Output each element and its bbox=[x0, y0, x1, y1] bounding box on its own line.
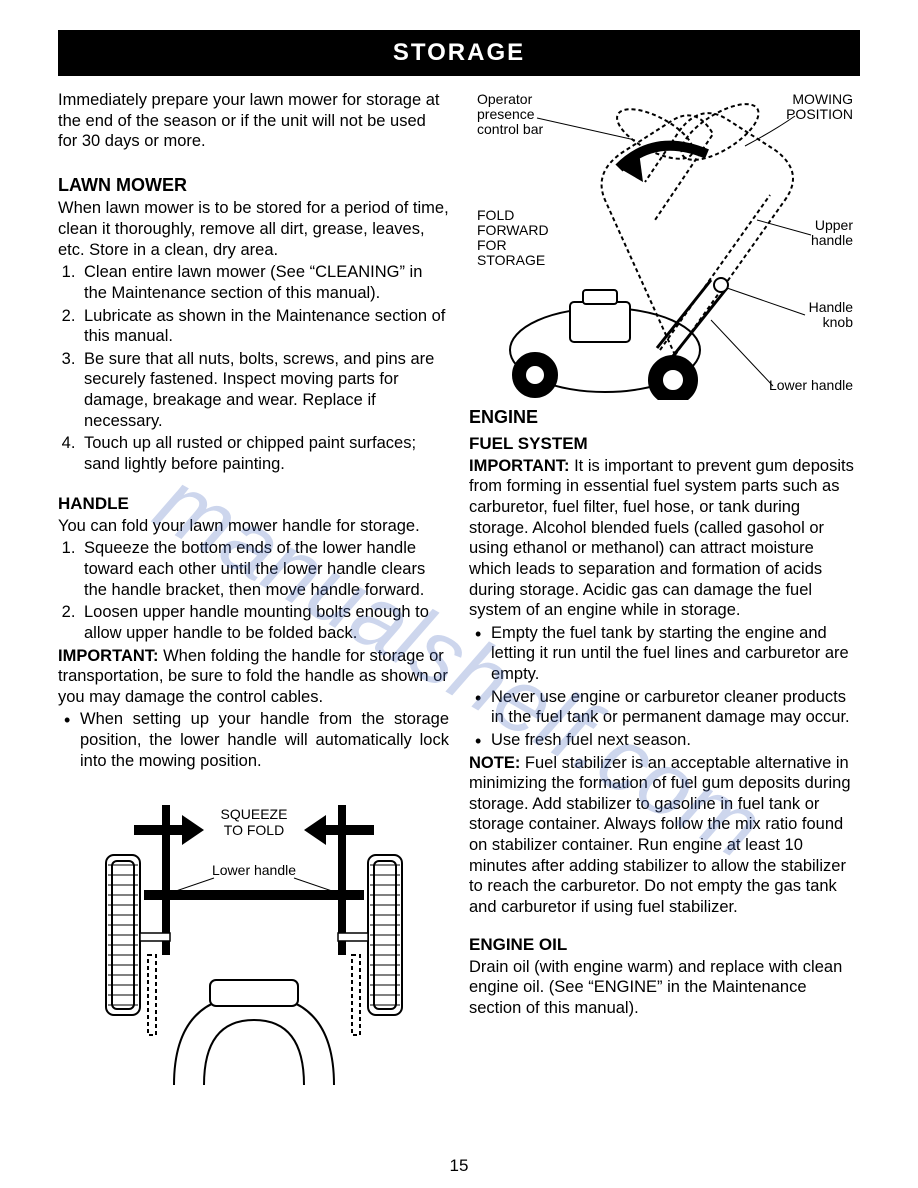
important-label: IMPORTANT: bbox=[469, 457, 570, 475]
handle-important: IMPORTANT: When folding the handle for s… bbox=[58, 646, 449, 708]
fuel-bullets: Empty the fuel tank by starting the engi… bbox=[469, 623, 860, 751]
engine-section: ENGINE FUEL SYSTEM IMPORTANT: It is impo… bbox=[469, 406, 860, 1019]
lower-handle-bar bbox=[144, 890, 364, 900]
fold-forward-label: FOLDFORWARDFORSTORAGE bbox=[477, 207, 549, 268]
fuel-bullet: Empty the fuel tank by starting the engi… bbox=[469, 623, 860, 685]
fuel-bullet: Never use engine or carburetor cleaner p… bbox=[469, 687, 860, 728]
fuel-important-body: It is important to prevent gum deposits … bbox=[469, 457, 854, 619]
squeeze-label: SQUEEZETO FOLD bbox=[220, 806, 287, 838]
handle-bullets: When setting up your handle from the sto… bbox=[58, 709, 449, 771]
lawn-mower-item: Lubricate as shown in the Maintenance se… bbox=[80, 306, 449, 347]
mower-handle-svg: Operatorpresencecontrol bar MOWINGPOSITI… bbox=[475, 90, 855, 400]
fuel-note: NOTE: Fuel stabilizer is an acceptable a… bbox=[469, 753, 860, 918]
mower-handle-diagram: Operatorpresencecontrol bar MOWINGPOSITI… bbox=[475, 90, 855, 400]
handle-lead: You can fold your lawn mower handle for … bbox=[58, 516, 449, 537]
fuel-system-heading: FUEL SYSTEM bbox=[469, 433, 860, 454]
lawn-mower-section: LAWN MOWER When lawn mower is to be stor… bbox=[58, 174, 449, 475]
handle-bullet: When setting up your handle from the sto… bbox=[58, 709, 449, 771]
handle-heading: HANDLE bbox=[58, 493, 449, 514]
handle-item: Loosen upper handle mounting bolts enoug… bbox=[80, 602, 449, 643]
upper-handle-label: Upperhandle bbox=[810, 217, 852, 248]
important-label: IMPORTANT: bbox=[58, 647, 159, 665]
engine-heading: ENGINE bbox=[469, 406, 860, 429]
fuel-bullet: Use fresh fuel next season. bbox=[469, 730, 860, 751]
squeeze-fold-diagram: SQUEEZETO FOLD Lower handle bbox=[104, 785, 404, 1085]
handle-section: HANDLE You can fold your lawn mower hand… bbox=[58, 493, 449, 772]
squeeze-fold-svg: SQUEEZETO FOLD Lower handle bbox=[104, 785, 404, 1085]
note-label: NOTE: bbox=[469, 754, 520, 772]
handle-item: Squeeze the bottom ends of the lower han… bbox=[80, 538, 449, 600]
operator-label: Operatorpresencecontrol bar bbox=[477, 91, 543, 137]
fuel-note-body: Fuel stabilizer is an acceptable alterna… bbox=[469, 754, 851, 916]
storage-banner: STORAGE bbox=[58, 30, 860, 76]
page-number: 15 bbox=[0, 1155, 918, 1176]
lawn-mower-lead: When lawn mower is to be stored for a pe… bbox=[58, 198, 449, 260]
fuel-important: IMPORTANT: It is important to prevent gu… bbox=[469, 456, 860, 621]
handle-knob-label: Handleknob bbox=[808, 299, 853, 330]
lower-handle-label-r: Lower handle bbox=[768, 377, 852, 393]
engine-oil-body: Drain oil (with engine warm) and replace… bbox=[469, 957, 860, 1019]
handle-list: Squeeze the bottom ends of the lower han… bbox=[58, 538, 449, 643]
lawn-mower-item: Touch up all rusted or chipped paint sur… bbox=[80, 433, 449, 474]
intro-text: Immediately prepare your lawn mower for … bbox=[58, 90, 449, 152]
lawn-mower-item: Be sure that all nuts, bolts, screws, an… bbox=[80, 349, 449, 432]
engine-oil-heading: ENGINE OIL bbox=[469, 934, 860, 955]
lawn-mower-item: Clean entire lawn mower (See “CLEANING” … bbox=[80, 262, 449, 303]
lawn-mower-heading: LAWN MOWER bbox=[58, 174, 449, 197]
right-column: Operatorpresencecontrol bar MOWINGPOSITI… bbox=[469, 90, 860, 1085]
lower-handle-label: Lower handle bbox=[211, 862, 295, 878]
lawn-mower-list: Clean entire lawn mower (See “CLEANING” … bbox=[58, 262, 449, 474]
mowing-label: MOWINGPOSITION bbox=[786, 91, 853, 122]
two-column-layout: Immediately prepare your lawn mower for … bbox=[58, 90, 860, 1085]
left-column: Immediately prepare your lawn mower for … bbox=[58, 90, 449, 1085]
